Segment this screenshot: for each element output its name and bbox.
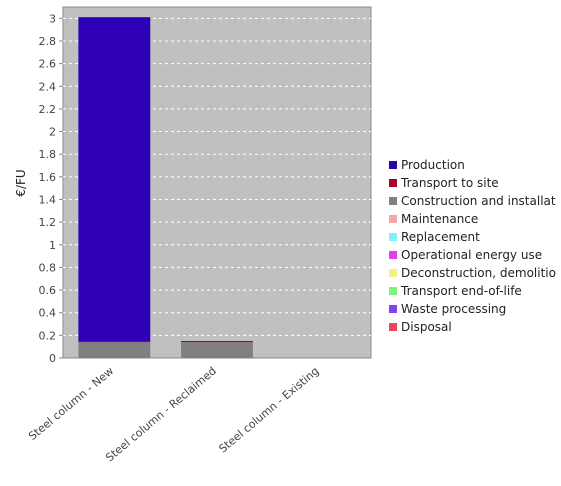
bar-segment bbox=[78, 17, 151, 342]
legend-swatch bbox=[389, 179, 397, 187]
y-tick-label: 2.8 bbox=[39, 35, 57, 48]
x-tick-label: Steel column - New bbox=[26, 364, 116, 443]
y-axis: 0 0.2 0.4 0.6 0.8 1 1.2 1.4 1.6 1.8 2 2.2 2.4 2.6 2.8 3 bbox=[39, 12, 63, 365]
legend-swatch bbox=[389, 197, 397, 205]
legend-label: Production bbox=[401, 158, 465, 172]
y-tick-label: 1.8 bbox=[39, 148, 57, 161]
legend-swatch bbox=[389, 305, 397, 313]
legend-swatch bbox=[389, 251, 397, 259]
legend-swatch bbox=[389, 269, 397, 277]
y-tick-label: 2 bbox=[49, 126, 56, 139]
y-tick-label: 0 bbox=[49, 352, 56, 365]
y-tick-label: 1.4 bbox=[39, 193, 57, 206]
legend-swatch bbox=[389, 215, 397, 223]
legend-swatch bbox=[389, 233, 397, 241]
legend-swatch bbox=[389, 287, 397, 295]
y-tick-label: 1.2 bbox=[39, 216, 57, 229]
y-tick-label: 2.6 bbox=[39, 58, 57, 71]
legend-label: Deconstruction, demolitio bbox=[401, 266, 556, 280]
legend-label: Transport end-of-life bbox=[400, 284, 522, 298]
y-tick-label: 1.6 bbox=[39, 171, 57, 184]
legend-label: Construction and installat bbox=[401, 194, 556, 208]
y-tick-label: 2.4 bbox=[39, 80, 57, 93]
legend-label: Maintenance bbox=[401, 212, 478, 226]
legend-label: Operational energy use bbox=[401, 248, 542, 262]
y-tick-label: 3 bbox=[49, 12, 56, 25]
y-tick-label: 0.4 bbox=[39, 307, 57, 320]
y-tick-label: 0.2 bbox=[39, 329, 57, 342]
legend: Production Transport to site Construction … bbox=[389, 158, 556, 334]
bar-segment bbox=[78, 342, 151, 358]
bar-segment bbox=[181, 341, 253, 343]
legend-swatch bbox=[389, 161, 397, 169]
y-tick-label: 0.6 bbox=[39, 284, 57, 297]
y-tick-label: 0.8 bbox=[39, 261, 57, 274]
y-axis-label: €/FU bbox=[14, 169, 28, 196]
y-tick-label: 2.2 bbox=[39, 103, 57, 116]
y-tick-label: 1 bbox=[49, 239, 56, 252]
bars bbox=[78, 17, 253, 358]
legend-swatch bbox=[389, 323, 397, 331]
legend-label: Transport to site bbox=[400, 176, 499, 190]
legend-label: Replacement bbox=[401, 230, 480, 244]
legend-label: Waste processing bbox=[401, 302, 506, 316]
bar-segment bbox=[78, 341, 151, 343]
legend-label: Disposal bbox=[401, 320, 452, 334]
x-tick-label: Steel column - Reclaimed bbox=[103, 364, 219, 464]
bar-segment bbox=[181, 342, 253, 358]
x-tick-label: Steel column - Existing bbox=[216, 364, 321, 455]
